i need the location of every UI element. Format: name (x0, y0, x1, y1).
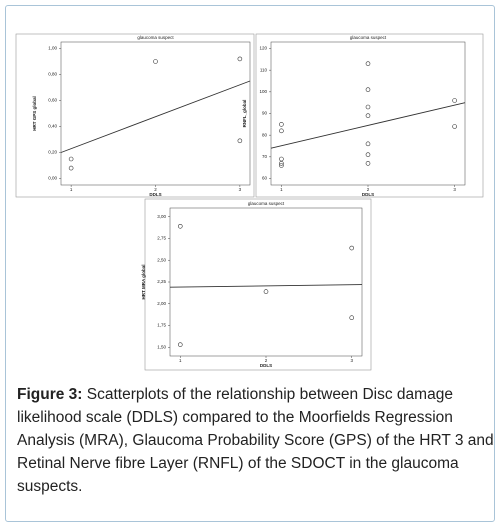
point (237, 138, 243, 144)
point (365, 152, 371, 157)
y-tick-label: 70 (262, 154, 268, 159)
y-tick-label: 110 (260, 67, 268, 72)
y-tick-label: 0,80 (48, 72, 57, 77)
y-tick-label: 3,00 (157, 214, 166, 219)
x-tick-label: 3 (239, 187, 242, 192)
y-axis-label: RNFL_global (242, 100, 247, 128)
x-axis-label: DDLS (260, 363, 272, 368)
x-tick-label: 1 (179, 358, 182, 363)
point (365, 161, 371, 166)
chart-box (144, 198, 372, 371)
y-tick-label: 80 (262, 132, 268, 137)
x-axis-label: DDLS (149, 192, 161, 197)
point (177, 223, 183, 229)
fit-line (60, 80, 251, 153)
chart-title: glaucoma suspect (350, 35, 387, 40)
caption-label: Figure 3: (17, 386, 83, 403)
frame (5, 5, 495, 522)
point (279, 156, 284, 162)
y-tick-label: 60 (262, 176, 268, 181)
y-tick-label: 1,75 (157, 323, 166, 328)
point (349, 245, 355, 251)
point (279, 163, 284, 168)
y-tick-label: 2,75 (157, 236, 166, 241)
y-axis-label: HRT GPS global (32, 96, 37, 131)
point (452, 124, 457, 129)
x-axis-label: DDLS (362, 192, 374, 197)
y-tick-label: 90 (262, 111, 268, 116)
caption-text: Scatterplots of the relationship between… (17, 386, 494, 495)
y-axis-label: HRT MRA global (141, 264, 146, 299)
point (279, 128, 284, 134)
fit-line (169, 284, 363, 288)
y-tick-label: 2,50 (157, 257, 166, 262)
x-tick-label: 1 (280, 187, 283, 192)
y-tick-label: 0,20 (48, 150, 57, 155)
point (68, 165, 74, 171)
point (365, 104, 371, 110)
point (365, 141, 371, 147)
x-tick-label: 2 (265, 358, 268, 363)
point (452, 98, 457, 103)
point (263, 289, 269, 294)
y-tick-label: 100 (259, 89, 267, 94)
y-tick-label: 1,00 (48, 46, 57, 51)
point (349, 315, 355, 320)
point (68, 156, 74, 162)
y-tick-label: 1,50 (157, 344, 166, 349)
point (279, 122, 284, 127)
point (177, 342, 183, 347)
x-tick-label: 3 (453, 187, 456, 192)
chart-box (255, 33, 484, 198)
x-tick-label: 1 (70, 187, 73, 192)
chart-box (15, 33, 255, 198)
point (237, 56, 243, 62)
y-tick-label: 0,40 (48, 124, 57, 129)
point (279, 161, 284, 166)
point (365, 61, 371, 66)
x-tick-label: 2 (367, 187, 370, 192)
point (153, 59, 158, 64)
x-tick-label: 3 (350, 358, 353, 363)
y-tick-label: 2,00 (157, 301, 166, 306)
y-tick-label: 120 (259, 46, 267, 51)
caption: Figure 3: Scatterplots of the relationsh… (17, 383, 495, 498)
point (365, 113, 371, 118)
x-tick-label: 2 (154, 187, 157, 192)
point (365, 87, 371, 92)
chart-title: glaucoma suspect (137, 35, 174, 40)
chart-title: glaucoma suspect (248, 201, 285, 206)
fit-line (270, 102, 466, 149)
y-tick-label: 2,25 (157, 279, 166, 284)
y-tick-label: 0,00 (48, 176, 57, 181)
y-tick-label: 0,60 (48, 98, 57, 103)
